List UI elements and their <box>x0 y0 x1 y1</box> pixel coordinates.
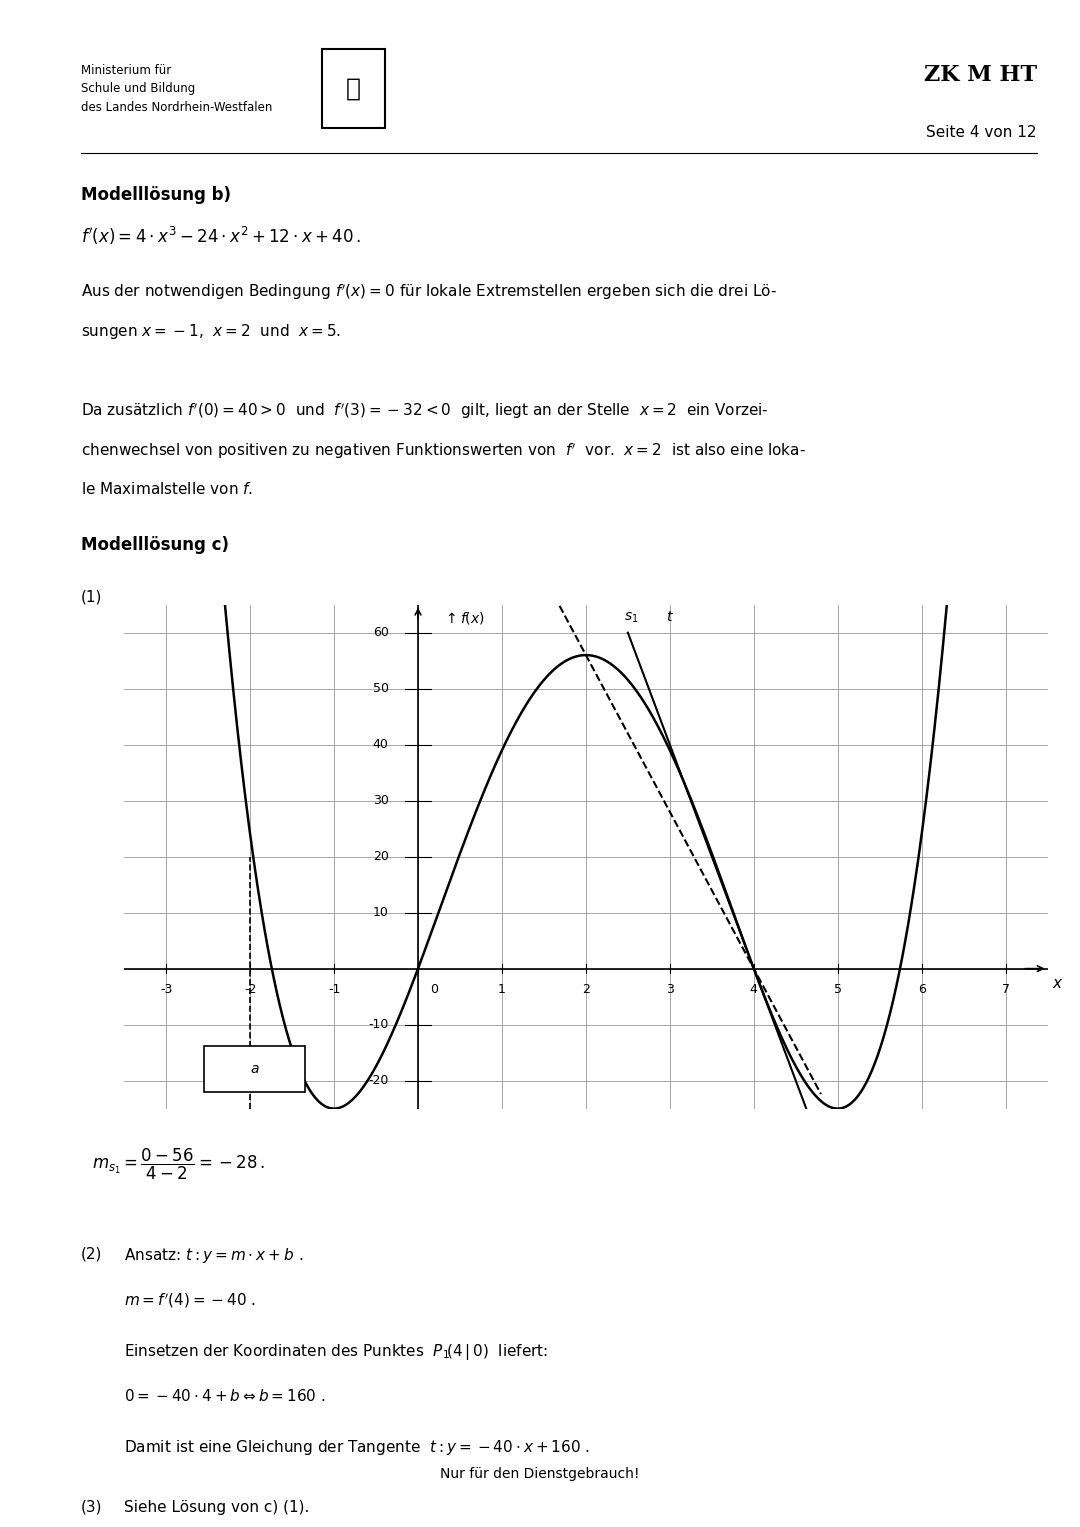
Text: $a$: $a$ <box>249 1063 259 1077</box>
Text: $m = f'(4) = -40$ .: $m = f'(4) = -40$ . <box>124 1292 256 1310</box>
Text: $0 = -40 \cdot 4 + b \Leftrightarrow b = 160$ .: $0 = -40 \cdot 4 + b \Leftrightarrow b =… <box>124 1388 326 1403</box>
Text: -20: -20 <box>368 1073 389 1087</box>
FancyBboxPatch shape <box>204 1046 305 1092</box>
Text: Nur für den Dienstgebrauch!: Nur für den Dienstgebrauch! <box>441 1467 639 1481</box>
Text: Aus der notwendigen Bedingung $f'(x) = 0$ für lokale Extremstellen ergeben sich : Aus der notwendigen Bedingung $f'(x) = 0… <box>81 282 777 302</box>
Text: 1: 1 <box>498 983 505 996</box>
Text: 3: 3 <box>666 983 674 996</box>
Text: 🐴: 🐴 <box>347 76 361 101</box>
Text: 10: 10 <box>373 906 389 919</box>
Text: Ansatz: $t : y = m \cdot x + b$ .: Ansatz: $t : y = m \cdot x + b$ . <box>124 1246 303 1264</box>
Text: 7: 7 <box>1001 983 1010 996</box>
Text: Einsetzen der Koordinaten des Punktes  $P_1\!\left(4\,|\,0\right)$  liefert:: Einsetzen der Koordinaten des Punktes $P… <box>124 1342 549 1362</box>
Text: Schule und Bildung: Schule und Bildung <box>81 82 195 96</box>
Text: (2): (2) <box>81 1246 103 1261</box>
Text: sungen $x = -1$,  $x = 2$  und  $x = 5$.: sungen $x = -1$, $x = 2$ und $x = 5$. <box>81 322 341 341</box>
Text: Ministerium für: Ministerium für <box>81 64 172 78</box>
Text: -10: -10 <box>368 1019 389 1031</box>
Text: Siehe Lösung von c) (1).: Siehe Lösung von c) (1). <box>124 1500 310 1515</box>
FancyBboxPatch shape <box>322 49 386 128</box>
Text: 2: 2 <box>582 983 590 996</box>
Text: Damit ist eine Gleichung der Tangente  $t : y = -40 \cdot x + 160$ .: Damit ist eine Gleichung der Tangente $t… <box>124 1438 591 1457</box>
Text: (3): (3) <box>81 1500 103 1515</box>
Text: $\uparrow f(x)$: $\uparrow f(x)$ <box>443 611 485 626</box>
Text: 30: 30 <box>373 794 389 808</box>
Text: 20: 20 <box>373 851 389 863</box>
Text: Modelllösung b): Modelllösung b) <box>81 186 231 205</box>
Text: 5: 5 <box>834 983 841 996</box>
Text: 4: 4 <box>750 983 758 996</box>
Text: -2: -2 <box>244 983 256 996</box>
Text: 6: 6 <box>918 983 926 996</box>
Text: $f'(x) = 4 \cdot x^3 - 24 \cdot x^2 + 12 \cdot x + 40\,.$: $f'(x) = 4 \cdot x^3 - 24 \cdot x^2 + 12… <box>81 224 361 246</box>
Text: le Maximalstelle von $f$.: le Maximalstelle von $f$. <box>81 481 253 496</box>
Text: $x$: $x$ <box>1052 977 1064 991</box>
Text: ZK M HT: ZK M HT <box>923 64 1037 86</box>
Text: -3: -3 <box>160 983 173 996</box>
Text: -1: -1 <box>328 983 340 996</box>
Text: 50: 50 <box>373 683 389 695</box>
Text: Da zusätzlich $f'(0) = 40 > 0$  und  $f'(3) = -32 < 0$  gilt, liegt an der Stell: Da zusätzlich $f'(0) = 40 > 0$ und $f'(3… <box>81 402 769 421</box>
Text: Modelllösung c): Modelllösung c) <box>81 536 229 554</box>
Text: 0: 0 <box>431 983 438 996</box>
Text: chenwechsel von positiven zu negativen Funktionswerten von  $f'$  vor.  $x = 2$ : chenwechsel von positiven zu negativen F… <box>81 441 806 461</box>
Text: $t$: $t$ <box>665 611 674 625</box>
Text: 60: 60 <box>373 626 389 640</box>
Text: (1): (1) <box>81 589 103 605</box>
Text: 40: 40 <box>373 738 389 751</box>
Text: $s_1$: $s_1$ <box>623 611 638 625</box>
Text: des Landes Nordrhein-Westfalen: des Landes Nordrhein-Westfalen <box>81 101 272 115</box>
Text: Seite 4 von 12: Seite 4 von 12 <box>927 125 1037 140</box>
Text: $m_{s_1} = \dfrac{0-56}{4-2} = -28\,.$: $m_{s_1} = \dfrac{0-56}{4-2} = -28\,.$ <box>92 1147 265 1182</box>
